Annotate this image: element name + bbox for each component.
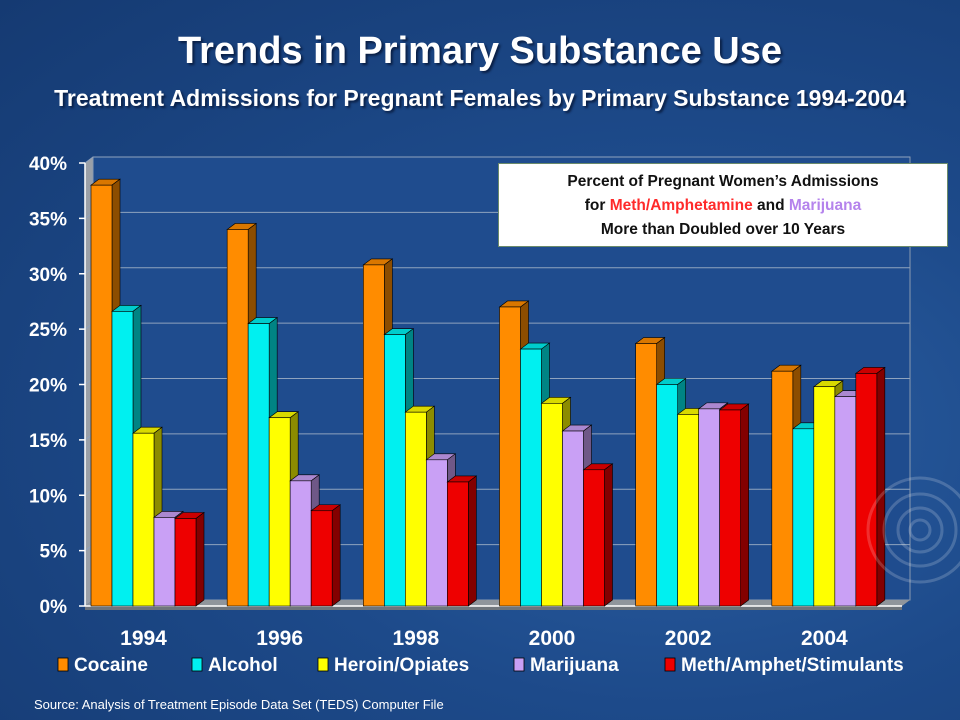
bar-front-face [698, 408, 720, 607]
y-tick-label: 5% [40, 542, 68, 563]
bar-front-face [656, 384, 678, 607]
bar-front-face [834, 396, 857, 607]
slide-subtitle: Treatment Admissions for Pregnant Female… [54, 85, 906, 111]
bar-meth-amphet-stimulants-1996 [310, 504, 342, 607]
x-tick-label: 2004 [801, 627, 848, 650]
y-tick-label: 20% [29, 376, 67, 397]
callout-line-3: More than Doubled over 10 Years [600, 221, 846, 238]
callout-line-2: for Meth/Amphetamine and Marijuana [499, 194, 947, 218]
legend-label: Marijuana [530, 655, 619, 676]
legend-label: Heroin/Opiates [334, 655, 469, 676]
callout-line-2-prefix: for [584, 197, 610, 214]
legend-item-heroin-opiates: Heroin/Opiates [317, 655, 469, 676]
legend-label: Meth/Amphet/Stimulants [681, 655, 904, 676]
bar-front-face [677, 414, 699, 607]
y-tick-label: 30% [29, 265, 67, 286]
legend-item-marijuana: Marijuana [513, 655, 619, 676]
callout-line-1: Percent of Pregnant Women’s Admissions [567, 173, 879, 190]
source-note: Source: Analysis of Treatment Episode Da… [34, 697, 444, 712]
legend-swatch [513, 657, 525, 672]
bar-meth-amphet-stimulants-1994 [174, 511, 205, 607]
bar-front-face [363, 264, 385, 607]
bar-front-face [405, 411, 427, 607]
bar-front-face [635, 343, 657, 607]
slide-title: Trends in Primary Substance Use [177, 30, 782, 72]
gridline-side [84, 156, 94, 164]
legend-label: Cocaine [74, 655, 148, 676]
legend-item-alcohol: Alcohol [191, 655, 278, 676]
decorative-swirl-icon [866, 476, 960, 584]
bar-front-face [111, 311, 134, 607]
legend-swatch [317, 657, 329, 672]
bar-side-face [331, 504, 341, 607]
bar-front-face [132, 432, 155, 607]
bar-meth-amphet-stimulants-2002 [718, 403, 750, 607]
callout-meth-label: Meth/Amphetamine [609, 197, 753, 214]
bar-front-face [268, 417, 291, 607]
legend-label: Alcohol [208, 655, 278, 676]
bar-front-face [771, 370, 794, 607]
bar-front-face [447, 481, 469, 607]
bar-front-face [813, 386, 836, 607]
bar-front-face [499, 306, 521, 607]
bar-front-face [792, 428, 815, 607]
y-tick-label: 15% [29, 431, 67, 452]
y-tick-label: 25% [29, 320, 67, 341]
bar-front-face [90, 184, 113, 607]
bar-side-face [604, 463, 613, 607]
y-tick-label: 0% [40, 597, 68, 618]
bar-front-face [384, 334, 406, 607]
bar-meth-amphet-stimulants-1998 [446, 475, 478, 607]
y-tick-label: 40% [29, 154, 67, 175]
bar-front-face [289, 480, 312, 607]
bar-meth-amphet-stimulants-2004 [854, 366, 886, 607]
bar-side-face [195, 511, 205, 607]
bar-front-face [174, 518, 197, 607]
x-tick-label: 2002 [665, 627, 712, 650]
y-tick-label: 35% [29, 209, 67, 230]
bar-side-face [740, 403, 749, 607]
x-tick-label: 1996 [256, 627, 303, 650]
bar-front-face [226, 229, 249, 607]
callout-box: Percent of Pregnant Women’s Admissions f… [498, 163, 948, 247]
y-tick-label: 10% [29, 486, 67, 507]
bar-meth-amphet-stimulants-2000 [582, 463, 614, 607]
legend-item-cocaine: Cocaine [57, 655, 148, 676]
callout-marijuana-label: Marijuana [788, 197, 862, 214]
bar-front-face [719, 409, 741, 607]
plot-floor-edge [85, 606, 902, 610]
bar-front-face [583, 469, 605, 607]
x-tick-label: 2000 [529, 627, 576, 650]
bar-front-face [426, 459, 448, 607]
legend-item-meth-amphet-stimulants: Meth/Amphet/Stimulants [664, 655, 904, 676]
bar-front-face [247, 323, 270, 607]
legend-swatch [664, 657, 676, 672]
legend-swatch [191, 657, 203, 672]
callout-line-2-mid: and [752, 197, 789, 214]
bar-front-face [855, 373, 878, 607]
x-tick-label: 1998 [392, 627, 439, 650]
bar-front-face [520, 348, 542, 607]
bar-front-face [562, 430, 584, 607]
bar-front-face [310, 510, 333, 607]
bar-side-face [468, 475, 477, 607]
legend-swatch [57, 657, 69, 672]
x-tick-label: 1994 [120, 627, 167, 650]
bar-front-face [541, 403, 563, 607]
bar-front-face [153, 517, 176, 607]
